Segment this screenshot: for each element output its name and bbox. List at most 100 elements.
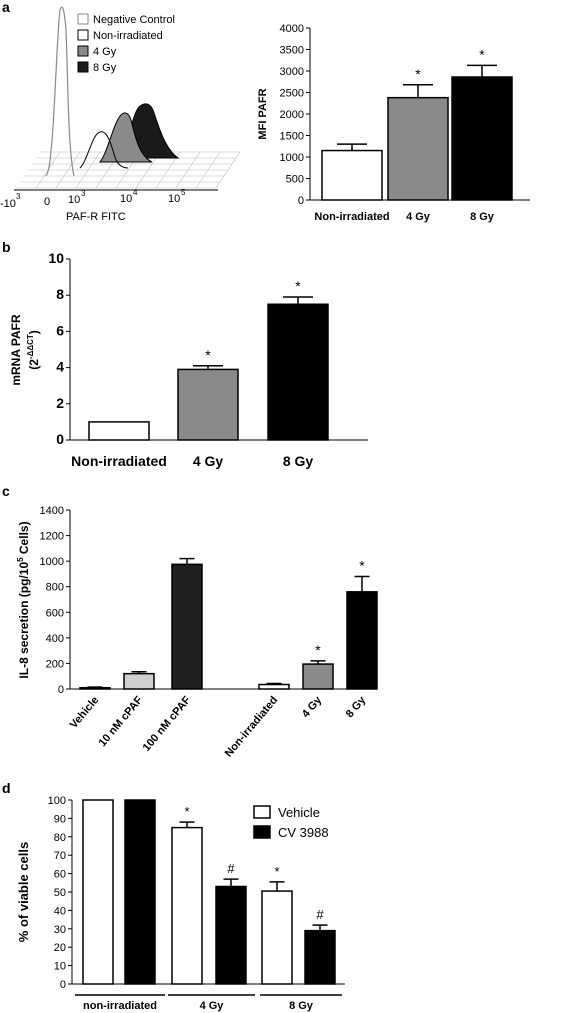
histogram-tick-4-base: 10: [120, 193, 132, 205]
legend-swatch-3: [77, 61, 89, 73]
legend-label-d-1: CV 3988: [278, 825, 329, 840]
histogram-tick-5-base: 10: [168, 193, 180, 205]
panel-label-c: c: [2, 483, 10, 499]
x-category-1: 4 Gy: [193, 453, 224, 469]
y-axis-title: mRNA PAFR: [9, 314, 23, 386]
histogram-x-ticks: -10 3 0 10 3 10 4 10 5: [0, 188, 186, 210]
legend-label-3: 8 Gy: [93, 62, 117, 74]
y-tick-label-0: 0: [58, 684, 64, 696]
bar-d0: [82, 799, 114, 985]
histogram-non-irradiated: [79, 131, 129, 169]
x-category-2: 8 Gy: [283, 453, 314, 469]
significance-2: *: [295, 278, 301, 294]
bar-d3: [124, 799, 156, 985]
bar-d4: [215, 885, 247, 985]
x-category-1: 4 Gy: [406, 211, 431, 223]
legend-swatch-d-1: [253, 825, 271, 839]
y-tick-label-6: 3000: [280, 66, 304, 78]
group-label-2: 8 Gy: [289, 1000, 314, 1012]
legend-label-d-0: Vehicle: [278, 805, 320, 820]
y-tick-label-3: 1500: [280, 131, 304, 143]
y-tick-label-3: 6: [56, 322, 64, 338]
legend-swatch-d-0: [253, 805, 271, 819]
y-tick-label-7: 70: [54, 850, 66, 862]
y-tick-label-5: 50: [54, 887, 66, 899]
y-tick-label-9: 90: [54, 813, 66, 825]
y-tick-label-0: 0: [60, 979, 66, 991]
group-label-0: non-irradiated: [83, 1000, 157, 1012]
x-category-2: 100 nM cPAF: [141, 694, 194, 754]
histogram-tick-neg-base: -10: [0, 198, 16, 210]
x-category-2: 8 Gy: [470, 211, 495, 223]
x-category-5: 8 Gy: [344, 694, 369, 721]
y-tick-label-4: 800: [46, 582, 64, 594]
y-axis-subtitle: (2-ΔΔCT): [26, 330, 41, 370]
x-category-1: 10 nM cPAF: [97, 694, 146, 749]
bar-2: [267, 303, 329, 441]
y-tick-label-5: 10: [48, 250, 64, 266]
significance-d4: #: [227, 861, 235, 876]
legend-label-1: Non-irradiated: [93, 30, 163, 42]
y-tick-label-6: 60: [54, 869, 66, 881]
y-tick-label-2: 4: [56, 359, 64, 375]
x-category-0: Vehicle: [68, 694, 102, 731]
bar-d5: [304, 929, 336, 985]
significance-d2: *: [274, 864, 279, 879]
y-tick-label-1: 200: [46, 658, 64, 670]
bar-0: [88, 421, 150, 441]
bar-2: [451, 76, 513, 201]
y-tick-label-2: 20: [54, 942, 66, 954]
y-axis-title: % of viable cells: [16, 842, 31, 942]
y-tick-label-1: 2: [56, 395, 64, 411]
significance-5: *: [359, 557, 365, 573]
y-tick-label-0: 0: [56, 431, 64, 447]
histogram-tick-4-exp: 4: [133, 188, 138, 197]
histogram-panel: Negative Control Non-irradiated 4 Gy 8 Gy -…: [0, 6, 241, 223]
legend-label-2: 4 Gy: [93, 46, 117, 58]
y-tick-label-2: 1000: [280, 152, 304, 164]
bar-d2: [261, 890, 293, 985]
histogram-negative-control: [45, 6, 75, 177]
y-tick-label-3: 30: [54, 924, 66, 936]
y-tick-label-2: 400: [46, 633, 64, 645]
y-tick-label-4: 40: [54, 905, 66, 917]
y-tick-label-8: 80: [54, 832, 66, 844]
histogram-tick-neg-exp: 3: [16, 192, 21, 201]
histogram-tick-zero: 0: [44, 196, 50, 208]
y-tick-label-7: 3500: [280, 45, 304, 57]
bar-0: [79, 686, 111, 690]
x-category-3: Non-irradiated: [223, 694, 281, 759]
histogram-tick-3-exp: 3: [81, 189, 86, 198]
legend-swatch-1: [77, 29, 89, 41]
bar-1: [123, 672, 155, 690]
bar-3: [258, 683, 290, 690]
histogram-tick-5-exp: 5: [181, 188, 186, 197]
bar-1: [387, 96, 449, 201]
group-label-1: 4 Gy: [200, 1000, 225, 1012]
chart-mfi-pafr: 0 500 1000 1500 2000 2500 3000 3500 4000 * * Non-ir…: [257, 23, 530, 223]
bar-4: [302, 663, 334, 690]
bar-0: [321, 149, 383, 201]
y-tick-label-5: 1000: [40, 556, 64, 568]
significance-d5: #: [316, 907, 324, 922]
legend-swatch-0: [77, 13, 89, 25]
y-tick-label-8: 4000: [280, 23, 304, 35]
y-tick-label-0: 0: [298, 195, 304, 207]
bar-1: [177, 368, 239, 441]
y-tick-label-10: 100: [48, 795, 66, 807]
significance-1: *: [205, 347, 211, 363]
significance-2: *: [479, 46, 485, 62]
panel-label-b: b: [2, 239, 11, 255]
histogram-tick-3-base: 10: [68, 194, 80, 206]
bar-5: [346, 591, 378, 690]
y-tick-label-6: 1200: [40, 531, 64, 543]
panel-label-a: a: [2, 0, 10, 15]
significance-1: *: [415, 66, 421, 82]
x-category-0: Non-irradiated: [314, 211, 389, 223]
y-axis-title: MFI PAFR: [257, 88, 269, 139]
bar-2: [171, 563, 203, 690]
y-tick-label-5: 2500: [280, 88, 304, 100]
y-tick-label-4: 8: [56, 286, 64, 302]
